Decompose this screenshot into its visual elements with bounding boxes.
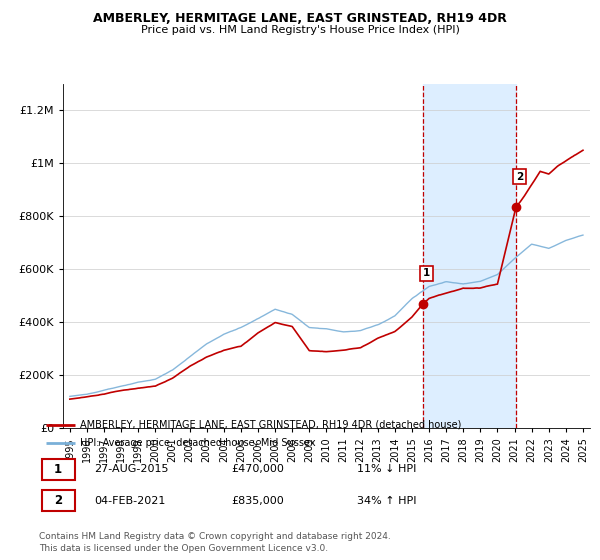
Text: HPI: Average price, detached house, Mid Sussex: HPI: Average price, detached house, Mid … (80, 438, 316, 448)
Bar (42, 459, 74, 479)
Text: 34% ↑ HPI: 34% ↑ HPI (358, 496, 417, 506)
Text: £470,000: £470,000 (231, 464, 284, 474)
Text: 1: 1 (423, 268, 430, 278)
Text: 1: 1 (54, 463, 62, 476)
Bar (42, 491, 74, 511)
Text: 04-FEB-2021: 04-FEB-2021 (94, 496, 165, 506)
Text: 27-AUG-2015: 27-AUG-2015 (94, 464, 169, 474)
Text: 11% ↓ HPI: 11% ↓ HPI (358, 464, 417, 474)
Text: Price paid vs. HM Land Registry's House Price Index (HPI): Price paid vs. HM Land Registry's House … (140, 25, 460, 35)
Text: AMBERLEY, HERMITAGE LANE, EAST GRINSTEAD, RH19 4DR (detached house): AMBERLEY, HERMITAGE LANE, EAST GRINSTEAD… (80, 419, 461, 430)
Text: 2: 2 (516, 172, 523, 182)
Text: AMBERLEY, HERMITAGE LANE, EAST GRINSTEAD, RH19 4DR: AMBERLEY, HERMITAGE LANE, EAST GRINSTEAD… (93, 12, 507, 25)
Text: Contains HM Land Registry data © Crown copyright and database right 2024.
This d: Contains HM Land Registry data © Crown c… (39, 533, 391, 553)
Text: 2: 2 (54, 494, 62, 507)
Text: £835,000: £835,000 (231, 496, 284, 506)
Bar (423, 84, 516, 428)
